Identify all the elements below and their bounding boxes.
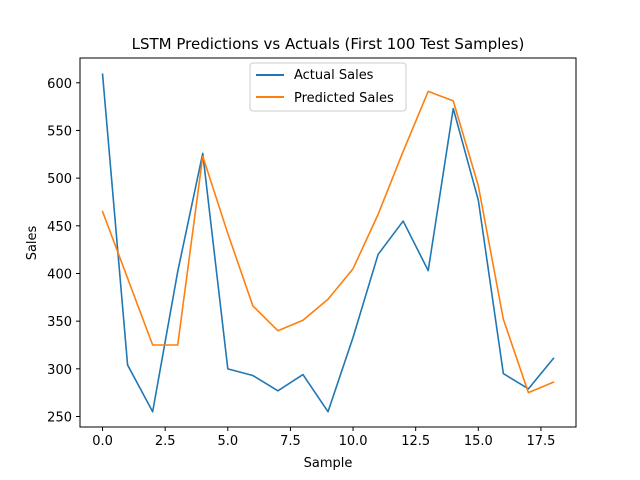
y-axis-label: Sales — [25, 225, 40, 260]
data-point-predicted-sales — [327, 298, 330, 301]
x-tick-label: 17.5 — [526, 434, 555, 449]
data-point-predicted-sales — [502, 318, 505, 321]
data-point-predicted-sales — [276, 329, 279, 332]
x-tick-label: 5.0 — [217, 434, 238, 449]
data-point-actual-sales — [151, 410, 154, 413]
data-point-actual-sales — [427, 269, 430, 272]
data-point-predicted-sales — [352, 267, 355, 270]
data-point-actual-sales — [201, 152, 204, 155]
x-axis-label: Sample — [304, 456, 353, 471]
y-tick-label: 500 — [47, 172, 72, 187]
chart-title: LSTM Predictions vs Actuals (First 100 T… — [132, 35, 525, 53]
data-point-actual-sales — [502, 372, 505, 375]
data-point-actual-sales — [251, 374, 254, 377]
data-point-predicted-sales — [527, 391, 530, 394]
data-point-predicted-sales — [201, 155, 204, 158]
data-point-predicted-sales — [477, 184, 480, 187]
series-line-predicted-sales — [101, 90, 555, 394]
x-tick-label: 12.5 — [401, 434, 430, 449]
x-tick-label: 7.5 — [280, 434, 301, 449]
data-point-predicted-sales — [552, 381, 555, 384]
data-point-actual-sales — [452, 107, 455, 110]
data-point-predicted-sales — [126, 277, 129, 280]
data-point-predicted-sales — [226, 232, 229, 235]
y-tick-label: 450 — [47, 220, 72, 235]
legend-box — [249, 62, 407, 112]
data-point-actual-sales — [176, 270, 179, 273]
x-tick-label: 15.0 — [464, 434, 493, 449]
x-tick-label: 0.0 — [92, 434, 113, 449]
data-point-predicted-sales — [427, 90, 430, 93]
data-point-predicted-sales — [377, 213, 380, 216]
x-tick-label: 10.0 — [339, 434, 368, 449]
data-point-actual-sales — [552, 357, 555, 360]
legend: Actual Sales Predicted Sales — [249, 62, 407, 112]
axes: 0.0 2.5 5.0 7.5 10.0 12.5 15.0 17.5 250 300 350 400… — [47, 57, 577, 449]
data-point-actual-sales — [377, 253, 380, 256]
y-tick-label: 550 — [47, 124, 72, 139]
data-point-predicted-sales — [301, 319, 304, 322]
y-tick-label: 300 — [47, 363, 72, 378]
data-point-predicted-sales — [151, 344, 154, 347]
data-point-predicted-sales — [101, 210, 104, 213]
data-point-actual-sales — [352, 336, 355, 339]
x-tick-label: 2.5 — [155, 434, 176, 449]
plot-area — [101, 73, 555, 413]
data-point-actual-sales — [101, 73, 104, 76]
series-line-actual-sales — [101, 73, 555, 413]
y-tick-label: 250 — [47, 411, 72, 426]
legend-label-predicted-sales: Predicted Sales — [294, 91, 394, 106]
data-point-actual-sales — [402, 220, 405, 223]
data-point-actual-sales — [226, 367, 229, 370]
y-tick-label: 350 — [47, 315, 72, 330]
data-point-actual-sales — [327, 410, 330, 413]
data-point-predicted-sales — [251, 304, 254, 307]
data-point-predicted-sales — [452, 99, 455, 102]
data-point-predicted-sales — [402, 150, 405, 153]
data-point-actual-sales — [276, 389, 279, 392]
data-point-actual-sales — [126, 364, 129, 367]
data-point-predicted-sales — [176, 344, 179, 347]
y-tick-label: 600 — [47, 77, 72, 92]
legend-label-actual-sales: Actual Sales — [294, 68, 374, 83]
data-point-actual-sales — [477, 199, 480, 202]
plot-frame — [79, 57, 577, 428]
y-tick-label: 400 — [47, 267, 72, 282]
data-point-actual-sales — [301, 373, 304, 376]
